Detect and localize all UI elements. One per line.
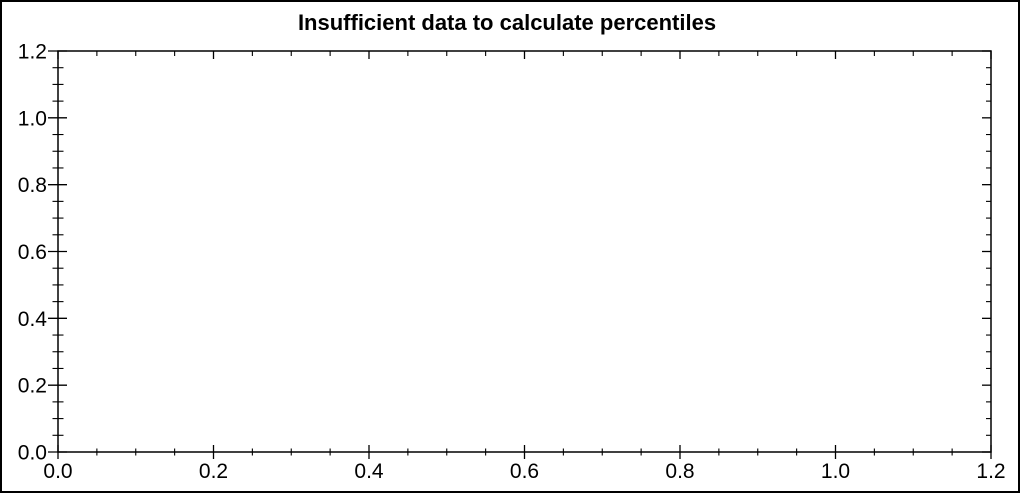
x-tick-label: 1.2 — [976, 460, 1005, 483]
y-tick-label: 1.0 — [18, 107, 47, 130]
chart-title: Insufficient data to calculate percentil… — [297, 10, 717, 35]
y-tick-label: 1.2 — [18, 41, 47, 64]
plot-frame — [57, 50, 992, 453]
y-tick-label: 0.4 — [18, 308, 48, 331]
y-tick-label: 0.2 — [18, 375, 47, 398]
x-tick-label: 0.4 — [354, 460, 384, 483]
y-tick-label: 0.6 — [18, 241, 47, 264]
x-tick-label: 0.0 — [43, 460, 72, 483]
x-tick-label: 0.6 — [510, 460, 539, 483]
y-tick-label: 0.0 — [18, 442, 47, 465]
y-tick-label: 0.8 — [18, 174, 47, 197]
x-tick-label: 0.2 — [199, 460, 228, 483]
x-tick-label: 1.0 — [821, 460, 850, 483]
x-tick-label: 0.8 — [665, 460, 694, 483]
